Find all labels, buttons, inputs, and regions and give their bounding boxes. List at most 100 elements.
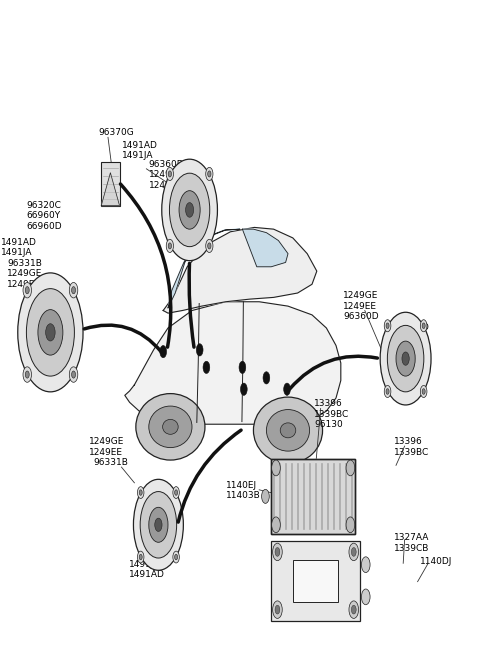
Circle shape bbox=[140, 491, 177, 558]
Circle shape bbox=[25, 287, 29, 294]
Circle shape bbox=[349, 601, 359, 619]
Polygon shape bbox=[242, 229, 288, 267]
Ellipse shape bbox=[266, 409, 310, 451]
Circle shape bbox=[272, 460, 280, 476]
Text: 1339CB: 1339CB bbox=[394, 544, 429, 553]
Circle shape bbox=[361, 589, 370, 605]
Text: 1491JA: 1491JA bbox=[394, 334, 425, 343]
Circle shape bbox=[386, 323, 389, 329]
Circle shape bbox=[25, 371, 29, 378]
Circle shape bbox=[169, 173, 210, 247]
Text: 11403B: 11403B bbox=[226, 491, 260, 501]
Text: 1249EE: 1249EE bbox=[149, 181, 183, 190]
Text: 1491AD: 1491AD bbox=[1, 237, 37, 247]
Text: 1249EE: 1249EE bbox=[89, 447, 123, 457]
Text: 66960D: 66960D bbox=[26, 222, 62, 231]
Circle shape bbox=[275, 548, 280, 556]
Text: 1327AA: 1327AA bbox=[394, 533, 429, 543]
Text: 1249GE: 1249GE bbox=[343, 291, 379, 300]
Circle shape bbox=[384, 386, 391, 398]
Circle shape bbox=[384, 319, 391, 332]
Polygon shape bbox=[101, 173, 120, 205]
Text: 13396: 13396 bbox=[394, 437, 422, 446]
Circle shape bbox=[72, 371, 75, 378]
Circle shape bbox=[351, 548, 356, 556]
Circle shape bbox=[263, 372, 270, 384]
Text: H96390: H96390 bbox=[270, 599, 306, 608]
Text: 1491JA: 1491JA bbox=[1, 248, 33, 257]
Circle shape bbox=[137, 551, 144, 563]
Circle shape bbox=[272, 517, 280, 533]
Bar bbox=[271, 459, 355, 533]
Text: 1491AD: 1491AD bbox=[394, 323, 430, 333]
Bar bbox=[271, 459, 355, 533]
Text: 1491AD: 1491AD bbox=[129, 570, 165, 579]
Circle shape bbox=[166, 239, 173, 253]
Circle shape bbox=[422, 389, 425, 394]
Circle shape bbox=[38, 310, 63, 355]
Text: 66960Y: 66960Y bbox=[26, 211, 60, 220]
Circle shape bbox=[420, 319, 427, 332]
Circle shape bbox=[346, 517, 355, 533]
Circle shape bbox=[23, 367, 32, 382]
Circle shape bbox=[206, 167, 213, 180]
Circle shape bbox=[175, 490, 178, 495]
Circle shape bbox=[137, 487, 144, 499]
Circle shape bbox=[166, 167, 173, 180]
Text: 96360D: 96360D bbox=[343, 312, 379, 321]
Ellipse shape bbox=[253, 397, 323, 464]
Circle shape bbox=[155, 518, 162, 531]
Circle shape bbox=[275, 605, 280, 614]
Polygon shape bbox=[125, 302, 341, 424]
Text: 1339BC: 1339BC bbox=[394, 447, 429, 457]
Circle shape bbox=[346, 460, 355, 476]
Circle shape bbox=[262, 489, 269, 503]
Text: 96320C: 96320C bbox=[26, 201, 61, 210]
Text: 1249GE: 1249GE bbox=[7, 269, 43, 278]
Circle shape bbox=[179, 191, 200, 229]
Text: 96331B: 96331B bbox=[7, 258, 42, 268]
Circle shape bbox=[206, 239, 213, 253]
Ellipse shape bbox=[149, 406, 192, 447]
FancyBboxPatch shape bbox=[101, 162, 120, 205]
Polygon shape bbox=[163, 228, 317, 313]
Circle shape bbox=[240, 383, 247, 396]
Ellipse shape bbox=[136, 394, 205, 460]
Circle shape bbox=[239, 361, 246, 373]
Circle shape bbox=[46, 323, 55, 341]
Text: 96130: 96130 bbox=[314, 420, 343, 430]
Circle shape bbox=[422, 323, 425, 329]
Circle shape bbox=[284, 383, 290, 396]
Circle shape bbox=[386, 389, 389, 394]
Circle shape bbox=[69, 367, 78, 382]
Circle shape bbox=[208, 243, 211, 249]
Text: 1339BC: 1339BC bbox=[314, 410, 349, 419]
Ellipse shape bbox=[163, 419, 178, 434]
Text: 1249EE: 1249EE bbox=[7, 279, 41, 289]
Circle shape bbox=[69, 283, 78, 298]
Circle shape bbox=[23, 283, 32, 298]
Circle shape bbox=[139, 490, 142, 495]
Text: 96370G: 96370G bbox=[98, 129, 134, 137]
Text: 1140EJ: 1140EJ bbox=[226, 481, 257, 490]
Circle shape bbox=[203, 361, 210, 373]
Circle shape bbox=[26, 289, 74, 376]
Circle shape bbox=[387, 325, 424, 392]
Circle shape bbox=[173, 551, 180, 563]
Text: 96331B: 96331B bbox=[94, 458, 129, 467]
Text: 1249EE: 1249EE bbox=[343, 302, 377, 310]
Circle shape bbox=[402, 352, 409, 365]
Text: 1491JA: 1491JA bbox=[122, 151, 154, 160]
Polygon shape bbox=[168, 245, 197, 308]
Circle shape bbox=[196, 344, 203, 356]
Circle shape bbox=[173, 487, 180, 499]
Circle shape bbox=[273, 601, 282, 619]
Circle shape bbox=[351, 605, 356, 614]
Circle shape bbox=[18, 273, 83, 392]
Text: 1491AD: 1491AD bbox=[122, 140, 158, 150]
Text: 1249GE: 1249GE bbox=[89, 437, 124, 446]
Circle shape bbox=[186, 203, 193, 217]
Circle shape bbox=[380, 312, 431, 405]
Circle shape bbox=[139, 554, 142, 560]
Bar bbox=[271, 541, 360, 621]
